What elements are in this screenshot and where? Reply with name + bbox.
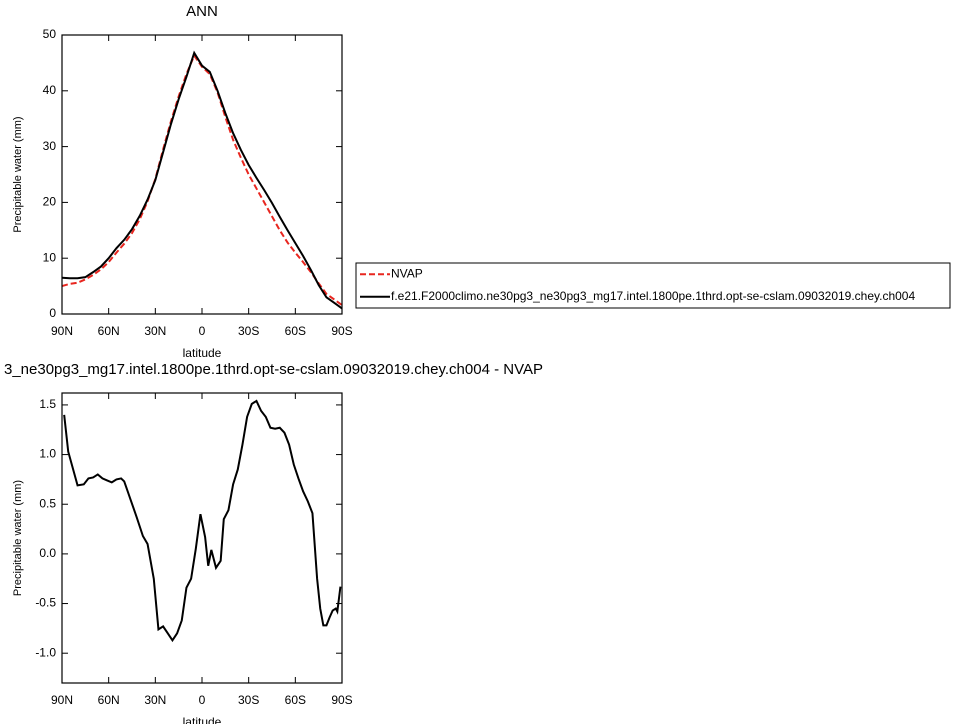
x-tick-label: 0 <box>199 693 206 707</box>
x-tick-label: 30S <box>238 693 259 707</box>
y-axis-label: Precipitable water (mm) <box>12 480 24 596</box>
y-tick-label: 40 <box>43 83 57 97</box>
x-tick-label: 30N <box>144 693 166 707</box>
x-tick-label: 60S <box>285 693 306 707</box>
x-tick-label: 90S <box>331 693 352 707</box>
y-tick-label: 30 <box>43 139 57 153</box>
chart-title: ANN <box>186 3 218 20</box>
y-tick-label: -1.0 <box>35 645 56 659</box>
x-tick-label: 90N <box>51 693 73 707</box>
x-axis-label: latitude <box>183 346 222 360</box>
legend-label: NVAP <box>391 266 423 280</box>
x-tick-label: 60S <box>285 324 306 338</box>
x-tick-label: 0 <box>199 324 206 338</box>
x-tick-label: 30N <box>144 324 166 338</box>
x-axis-label: latitude <box>183 715 222 724</box>
legend-label: f.e21.F2000climo.ne30pg3_ne30pg3_mg17.in… <box>391 289 915 303</box>
x-tick-label: 60N <box>98 324 120 338</box>
x-tick-label: 60N <box>98 693 120 707</box>
y-tick-label: 0.5 <box>39 496 56 510</box>
y-axis-label: Precipitable water (mm) <box>12 116 24 232</box>
y-tick-label: 1.0 <box>39 447 56 461</box>
y-tick-label: 1.5 <box>39 397 56 411</box>
y-tick-label: 0.0 <box>39 546 56 560</box>
x-tick-label: 90N <box>51 324 73 338</box>
y-tick-label: 0 <box>49 306 56 320</box>
x-tick-label: 90S <box>331 324 352 338</box>
y-tick-label: 20 <box>43 195 57 209</box>
data-line <box>61 50 343 310</box>
y-tick-label: 10 <box>43 250 57 264</box>
plot-frame <box>61 34 343 315</box>
plot-frame <box>61 392 343 684</box>
data-line <box>63 399 342 643</box>
chart-title: 3_ne30pg3_mg17.intel.1800pe.1thrd.opt-se… <box>4 361 543 378</box>
x-tick-label: 30S <box>238 324 259 338</box>
data-line <box>61 53 343 306</box>
y-tick-label: 50 <box>43 27 57 41</box>
y-tick-label: -0.5 <box>35 596 56 610</box>
legend-box <box>355 262 951 309</box>
